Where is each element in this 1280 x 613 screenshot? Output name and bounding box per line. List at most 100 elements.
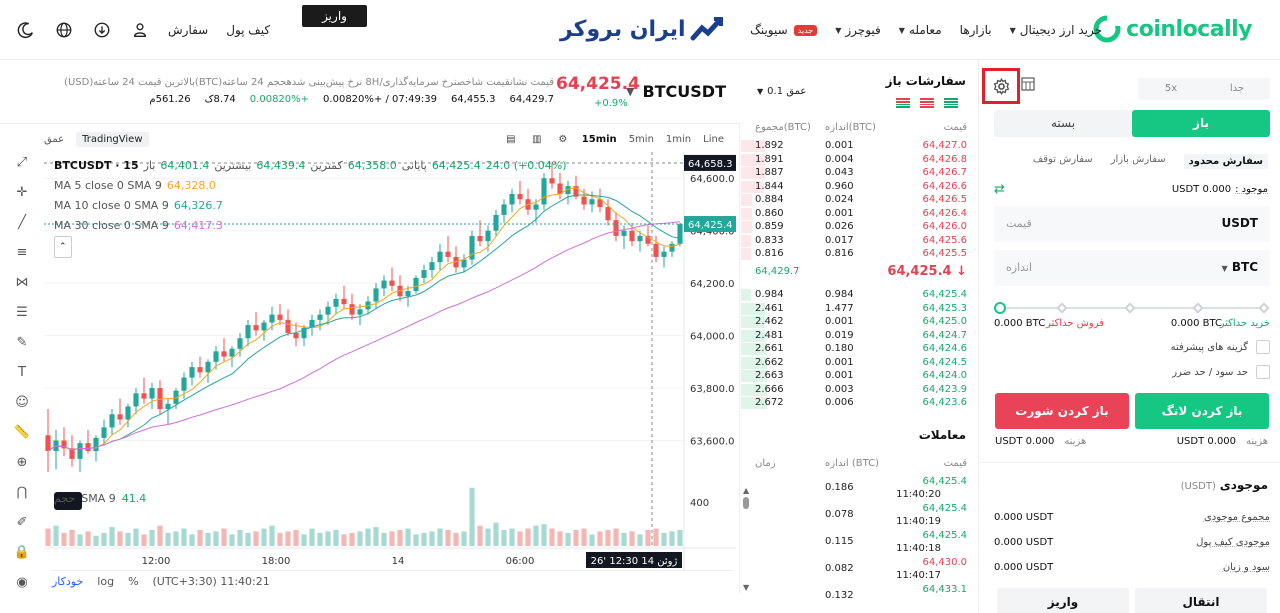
indicator-icon[interactable]: ▥ (532, 133, 542, 145)
lock-drawing-icon[interactable]: ✐ (16, 514, 28, 530)
timezone-selector[interactable]: (UTC+3:30) 11:40:21 (152, 575, 270, 588)
eye-icon[interactable]: ◉ (16, 574, 28, 590)
size-slider[interactable] (994, 302, 1270, 314)
bid-row[interactable]: 64,424.5 0.001 2.662 (741, 356, 979, 370)
wallet-link[interactable]: کیف پول (226, 23, 271, 37)
ask-row[interactable]: 64,426.7 0.043 1.887 (741, 166, 979, 180)
close-position-tab[interactable]: بسته (1050, 116, 1076, 130)
theme-moon-icon[interactable] (16, 20, 36, 40)
magnet-icon[interactable]: ⋂ (16, 484, 28, 500)
open-long-button[interactable]: باز کردن لانگ (1135, 393, 1269, 429)
depth-selector[interactable]: ▼ عمق 0.1 (757, 86, 806, 97)
nav-futures[interactable]: ▼ فیوچرز (835, 23, 881, 37)
log-scale-toggle[interactable]: log (97, 575, 115, 588)
settings-gear-button[interactable] (982, 68, 1020, 104)
fib-icon[interactable]: ☰ (16, 304, 28, 320)
horizontal-lines-icon[interactable]: ≡ (16, 244, 28, 260)
ask-row[interactable]: 64,425.5 0.816 0.816 (741, 247, 979, 261)
percent-scale-toggle[interactable]: % (128, 575, 139, 588)
bid-row[interactable]: 64,423.9 0.003 2.666 (741, 383, 979, 397)
view-asks-icon[interactable] (920, 98, 934, 108)
market-order-tab[interactable]: سفارش بازار (1110, 154, 1166, 165)
fullscreen-icon[interactable]: ⤢ (16, 154, 28, 170)
crosshair-icon[interactable]: ✛ (16, 184, 28, 200)
collapse-legend-button[interactable]: ⌃ (54, 236, 567, 258)
isolated-tab[interactable]: جدا (1229, 83, 1245, 94)
candlestick-chart[interactable]: 64,600.0 64,400.0 64,200.0 64,000.0 63,800.0… (44, 152, 736, 570)
interval-1min[interactable]: 1min (665, 133, 692, 145)
tpsl-row[interactable]: حد سود / حد ضرر (1172, 365, 1270, 379)
trendline-icon[interactable]: ╱ (18, 214, 26, 230)
ask-row[interactable]: 64,426.8 0.004 1.891 (741, 153, 979, 167)
ask-row[interactable]: 64,426.6 0.960 1.844 (741, 180, 979, 194)
open-short-button[interactable]: باز کردن شورت (995, 393, 1129, 429)
transfer-tab[interactable]: انتقال (1135, 588, 1267, 613)
settings-icon[interactable]: ⚙ (558, 133, 568, 145)
price-input[interactable]: قیمت USDT (994, 206, 1270, 242)
ruler-icon[interactable]: 📏 (13, 424, 31, 440)
candle-body (173, 390, 179, 404)
lock-icon[interactable]: 🔒 (13, 544, 31, 560)
nav-buy-crypto[interactable]: ▼ خرید ارز دیجیتال (1010, 23, 1102, 37)
depth-chart-tab[interactable]: عمق (44, 133, 65, 145)
transfer-icon[interactable]: ⇄ (994, 182, 1005, 197)
brush-icon[interactable]: ✎ (16, 334, 28, 350)
zoom-icon[interactable]: ⊕ (16, 454, 28, 470)
bid-row[interactable]: 64,424.6 0.180 2.661 (741, 342, 979, 356)
depth-bar (741, 140, 765, 152)
bid-row[interactable]: 64,423.6 0.006 2.672 (741, 396, 979, 410)
size-input[interactable]: اندازه ▼ BTC (994, 250, 1270, 286)
ask-row[interactable]: 64,427.0 0.001 1.892 (741, 139, 979, 153)
bid-row[interactable]: 64,425.0 0.001 2.462 (741, 315, 979, 329)
globe-icon[interactable] (54, 20, 74, 40)
user-icon[interactable] (130, 20, 150, 40)
scroll-thumb[interactable] (743, 497, 749, 509)
ask-row[interactable]: 64,426.0 0.026 0.859 (741, 220, 979, 234)
slider-step[interactable] (1258, 302, 1270, 314)
ask-row[interactable]: 64,426.5 0.024 0.884 (741, 193, 979, 207)
bid-row[interactable]: 64,424.7 0.019 2.481 (741, 329, 979, 343)
nav-trade[interactable]: ▼ معامله (899, 23, 942, 37)
interval-line[interactable]: Line (703, 133, 724, 145)
bid-row[interactable]: 64,424.0 0.001 2.663 (741, 369, 979, 383)
deposit-button[interactable]: واریز (302, 5, 367, 27)
open-position-tab[interactable]: باز (1132, 110, 1270, 137)
calculator-icon[interactable] (1020, 76, 1036, 92)
view-bids-icon[interactable] (944, 98, 958, 108)
interval-15min[interactable]: 15min (581, 133, 617, 145)
slider-step[interactable] (1056, 302, 1068, 314)
fee-value: 0.000 USDT (1176, 436, 1237, 447)
limit-order-tab[interactable]: سفارش محدود (1183, 154, 1268, 169)
text-tool-icon[interactable]: T (18, 364, 26, 380)
slider-handle[interactable] (994, 302, 1006, 314)
view-both-icon[interactable] (896, 98, 910, 108)
document-icon[interactable]: ▤ (506, 133, 516, 145)
interval-5min[interactable]: 5min (628, 133, 654, 145)
leverage-tab[interactable]: 5x (1164, 83, 1178, 94)
candle-body (181, 377, 187, 391)
candle-body (197, 367, 203, 373)
orders-link[interactable]: سفارش (168, 23, 209, 37)
ask-row[interactable]: 64,425.6 0.017 0.833 (741, 234, 979, 248)
advanced-options-checkbox[interactable] (1256, 340, 1270, 354)
tpsl-checkbox[interactable] (1256, 365, 1270, 379)
size-unit-selector[interactable]: ▼ BTC (1222, 260, 1258, 274)
auto-scale-toggle[interactable]: خودکار (52, 575, 84, 588)
nav-markets[interactable]: بازارها (960, 23, 992, 37)
emoji-icon[interactable]: ☺ (15, 394, 29, 410)
pattern-icon[interactable]: ⋈ (15, 274, 29, 290)
ask-row[interactable]: 64,426.4 0.001 0.860 (741, 207, 979, 221)
pair-selector[interactable]: ▼ BTCUSDT (626, 82, 726, 101)
deposit-tab[interactable]: واریز (997, 588, 1129, 613)
bid-row[interactable]: 64,425.3 1.477 2.461 (741, 302, 979, 316)
trades-scrollbar[interactable]: ▲ ▼ (743, 486, 751, 606)
nav-saving[interactable]: سیوینگ جدید (750, 23, 818, 37)
advanced-options-row[interactable]: گزینه های پیشرفته (1171, 340, 1270, 354)
download-icon[interactable] (92, 20, 112, 40)
slider-step[interactable] (1124, 302, 1136, 314)
tradingview-tab[interactable]: TradingView (76, 131, 149, 147)
bid-row[interactable]: 64,425.4 0.984 0.984 (741, 288, 979, 302)
stop-order-tab[interactable]: سفارش توقف (1032, 154, 1093, 165)
slider-step[interactable] (1192, 302, 1204, 314)
brand-logo[interactable]: coinlocally (1092, 14, 1252, 44)
